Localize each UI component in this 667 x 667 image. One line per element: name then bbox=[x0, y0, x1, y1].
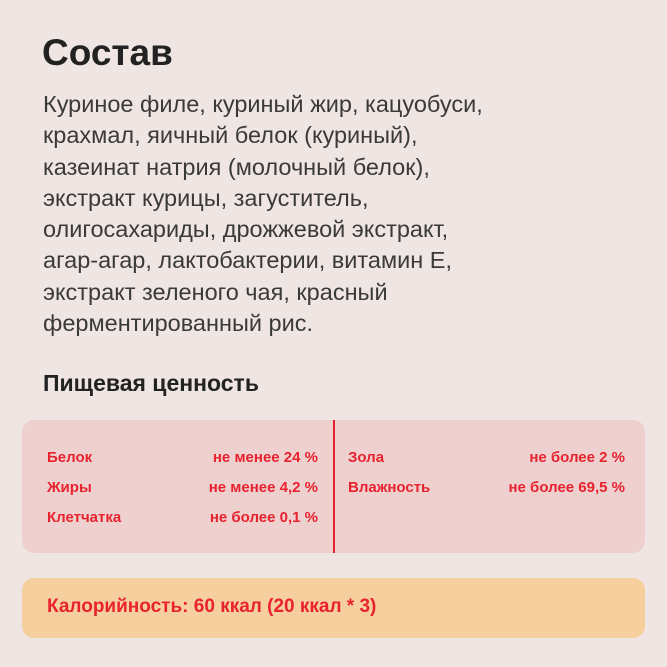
nutrition-row: Зола не более 2 % bbox=[348, 449, 625, 466]
nutrient-label: Зола bbox=[348, 449, 385, 466]
ingredients-line: ферментированный рис. bbox=[43, 310, 313, 337]
nutrient-label: Жиры bbox=[47, 479, 92, 496]
nutrition-table: Белок не менее 24 % Жиры не менее 4,2 % … bbox=[22, 420, 645, 553]
nutrient-value: не менее 4,2 % bbox=[208, 479, 318, 496]
nutrition-row: Белок не менее 24 % bbox=[47, 449, 318, 466]
ingredients-line: казеинат натрия (молочный белок), bbox=[43, 153, 430, 180]
ingredients-line: экстракт зеленого чая, красный bbox=[43, 278, 388, 305]
page-title: Состав bbox=[42, 32, 173, 73]
calorie-text: Калорийность: 60 ккал (20 ккал * 3) bbox=[47, 596, 377, 617]
nutrient-value: не менее 24 % bbox=[212, 449, 318, 466]
ingredients-text: Куриное филе, куриный жир, кацуобуси, кр… bbox=[43, 89, 653, 339]
ingredients-line: крахмал, яичный белок (куриный), bbox=[43, 122, 418, 149]
nutrient-label: Влажность bbox=[348, 479, 431, 496]
ingredients-line: агар-агар, лактобактерии, витамин Е, bbox=[43, 247, 452, 274]
ingredients-line: олигосахариды, дрожжевой экстракт, bbox=[43, 216, 449, 243]
nutrition-row: Жиры не менее 4,2 % bbox=[47, 479, 318, 496]
ingredients-line: экстракт курицы, загуститель, bbox=[43, 184, 369, 211]
nutrition-row: Клетчатка не более 0,1 % bbox=[47, 509, 318, 526]
ingredients-line: Куриное филе, куриный жир, кацуобуси, bbox=[43, 91, 483, 117]
nutrient-value: не более 69,5 % bbox=[508, 479, 625, 496]
nutrition-row: Влажность не более 69,5 % bbox=[348, 479, 625, 496]
nutrition-title: Пищевая ценность bbox=[43, 370, 259, 396]
column-divider bbox=[333, 420, 335, 553]
nutrient-label: Белок bbox=[47, 449, 93, 466]
nutrient-value: не более 2 % bbox=[529, 449, 625, 466]
calorie-box: Калорийность: 60 ккал (20 ккал * 3) bbox=[22, 578, 645, 638]
nutrient-label: Клетчатка bbox=[47, 509, 122, 526]
nutrient-value: не более 0,1 % bbox=[209, 509, 318, 526]
